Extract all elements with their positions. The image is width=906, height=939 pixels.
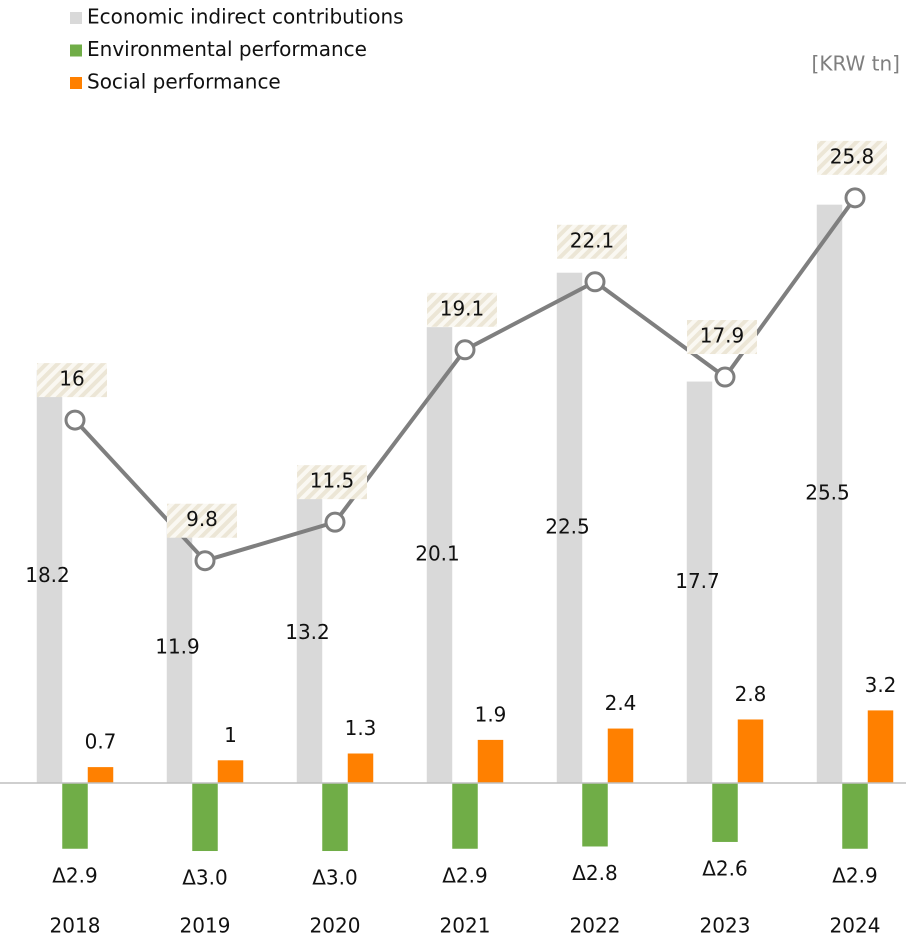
value-label: 1.3 bbox=[345, 716, 377, 740]
value-label: Δ2.9 bbox=[832, 863, 878, 887]
bar bbox=[166, 513, 193, 783]
bar bbox=[36, 370, 63, 783]
value-label: Δ2.8 bbox=[572, 861, 618, 885]
value-label: 25.8 bbox=[830, 144, 875, 168]
bar bbox=[556, 272, 583, 783]
bar bbox=[607, 728, 634, 783]
value-label: 17.7 bbox=[675, 569, 720, 593]
value-label: 11.5 bbox=[310, 469, 355, 493]
bar bbox=[347, 753, 374, 783]
value-label: 2.8 bbox=[735, 682, 767, 706]
value-label: 18.2 bbox=[25, 563, 70, 587]
bar bbox=[477, 739, 504, 783]
legend-label: Economic indirect contributions bbox=[87, 5, 404, 29]
value-label: 22.5 bbox=[545, 514, 590, 538]
legend-swatch bbox=[70, 77, 82, 89]
value-label: 3.2 bbox=[865, 673, 897, 697]
value-label: Δ3.0 bbox=[312, 866, 358, 890]
legend-label: Social performance bbox=[87, 70, 281, 94]
x-tick-label: 2021 bbox=[440, 914, 491, 938]
bar bbox=[426, 327, 453, 783]
value-label: Δ2.9 bbox=[52, 863, 98, 887]
label-box bbox=[297, 465, 367, 500]
value-label: 1 bbox=[224, 723, 237, 747]
bar bbox=[452, 782, 478, 849]
label-box bbox=[557, 224, 627, 259]
x-tick-label: 2022 bbox=[570, 914, 621, 938]
x-tick-label: 2019 bbox=[180, 914, 231, 938]
value-label: Δ2.9 bbox=[442, 863, 488, 887]
value-label: 1.9 bbox=[475, 702, 507, 726]
value-label: Δ3.0 bbox=[182, 866, 228, 890]
value-label: Δ2.6 bbox=[702, 856, 748, 880]
bar bbox=[582, 782, 608, 847]
label-box bbox=[817, 140, 887, 175]
value-label: 19.1 bbox=[440, 296, 485, 320]
bar bbox=[217, 760, 244, 783]
value-label: 0.7 bbox=[85, 730, 117, 754]
x-tick-label: 2020 bbox=[310, 914, 361, 938]
line-point bbox=[64, 409, 86, 431]
label-box bbox=[167, 503, 237, 538]
label-box bbox=[37, 363, 107, 398]
legend-swatch bbox=[70, 12, 82, 24]
value-label: 16 bbox=[59, 367, 84, 391]
bar bbox=[686, 381, 713, 783]
legend-swatch bbox=[70, 44, 82, 57]
bar bbox=[867, 710, 894, 783]
line-point bbox=[324, 511, 346, 533]
bar bbox=[87, 767, 114, 783]
line-point bbox=[844, 187, 866, 209]
bar bbox=[737, 719, 764, 783]
bar bbox=[816, 204, 843, 783]
bar bbox=[62, 782, 88, 849]
line-point bbox=[194, 550, 216, 572]
bar bbox=[192, 782, 218, 852]
value-label: 11.9 bbox=[155, 635, 200, 659]
value-label: 9.8 bbox=[186, 507, 218, 531]
x-tick-label: 2018 bbox=[50, 914, 101, 938]
x-tick-label: 2024 bbox=[830, 914, 881, 938]
line-point bbox=[714, 366, 736, 388]
value-label: 2.4 bbox=[605, 691, 637, 715]
unit-label: [KRW tn] bbox=[812, 52, 900, 76]
value-label: 20.1 bbox=[415, 542, 460, 566]
value-label: 13.2 bbox=[285, 620, 330, 644]
label-box bbox=[427, 292, 497, 327]
value-label: 22.1 bbox=[570, 228, 615, 252]
bar bbox=[842, 782, 868, 849]
legend-label: Environmental performance bbox=[87, 37, 367, 61]
value-label: 25.5 bbox=[805, 480, 850, 504]
bar bbox=[322, 782, 348, 852]
bar bbox=[712, 782, 738, 842]
value-label: 17.9 bbox=[700, 324, 745, 348]
label-box bbox=[687, 320, 757, 355]
line-point bbox=[454, 339, 476, 361]
line-point bbox=[584, 271, 606, 293]
x-tick-label: 2023 bbox=[700, 914, 751, 938]
